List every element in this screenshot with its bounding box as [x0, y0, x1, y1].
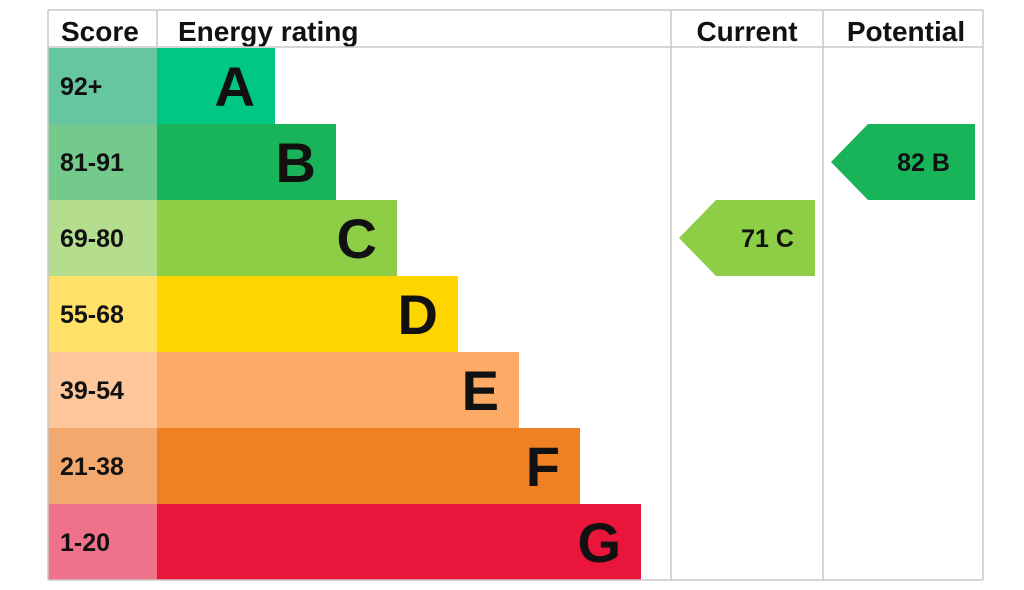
band-bar-e	[157, 352, 519, 428]
band-row-f: 21-38 F	[48, 428, 580, 504]
band-row-c: 69-80 C	[48, 200, 397, 276]
score-label-a: 92+	[60, 73, 102, 101]
band-letter-c: C	[337, 207, 377, 270]
score-label-f: 21-38	[60, 453, 124, 481]
band-letter-b: B	[276, 131, 316, 194]
grid-lines	[47, 9, 984, 581]
band-row-e: 39-54 E	[48, 352, 519, 428]
score-cell-d	[48, 276, 157, 352]
score-label-c: 69-80	[60, 225, 124, 253]
score-cell-a	[48, 48, 157, 124]
score-label-e: 39-54	[60, 377, 124, 405]
band-letter-d: D	[398, 283, 438, 346]
band-bar-f	[157, 428, 580, 504]
header-current: Current	[696, 16, 797, 47]
current-rating-arrow: 71 C	[679, 200, 815, 276]
band-row-a: 92+ A	[48, 48, 275, 124]
score-cell-b	[48, 124, 157, 200]
score-cell-g	[48, 504, 157, 580]
band-row-g: 1-20 G	[48, 504, 641, 580]
score-label-d: 55-68	[60, 301, 124, 329]
potential-rating-arrow-shape	[831, 124, 975, 200]
header-potential: Potential	[847, 16, 965, 47]
score-cell-c	[48, 200, 157, 276]
band-bar-d	[157, 276, 458, 352]
band-letter-a: A	[215, 55, 255, 118]
current-rating-arrow-shape	[679, 200, 815, 276]
band-bar-a	[157, 48, 275, 124]
potential-rating-arrow: 82 B	[831, 124, 975, 200]
band-letter-e: E	[462, 359, 499, 422]
header-energy-rating: Energy rating	[178, 16, 358, 47]
score-cell-f	[48, 428, 157, 504]
band-row-b: 81-91 B	[48, 124, 336, 200]
score-label-b: 81-91	[60, 149, 124, 177]
band-bar-g	[157, 504, 641, 580]
band-row-d: 55-68 D	[48, 276, 458, 352]
potential-rating-arrow-label: 82 B	[897, 149, 950, 177]
rating-arrows: 71 C 82 B	[679, 124, 975, 276]
band-letter-g: G	[577, 511, 621, 574]
rating-bands: 92+ A 81-91 B 69-80 C 55-68 D 39-54 E 21-38 F 1-20 G	[48, 48, 641, 580]
current-rating-arrow-label: 71 C	[741, 225, 794, 253]
band-bar-c	[157, 200, 397, 276]
score-cell-e	[48, 352, 157, 428]
header-score: Score	[61, 16, 139, 47]
score-label-g: 1-20	[60, 529, 110, 557]
band-bar-b	[157, 124, 336, 200]
band-letter-f: F	[526, 435, 560, 498]
